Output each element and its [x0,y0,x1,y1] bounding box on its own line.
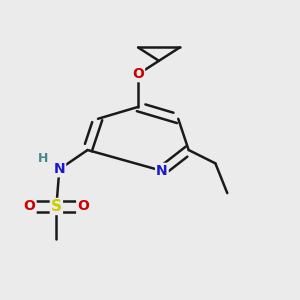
Text: H: H [38,152,48,165]
Text: O: O [132,67,144,81]
Text: N: N [53,162,65,176]
Text: O: O [77,200,89,214]
Text: N: N [156,164,168,178]
Text: S: S [51,199,62,214]
Text: O: O [24,200,36,214]
